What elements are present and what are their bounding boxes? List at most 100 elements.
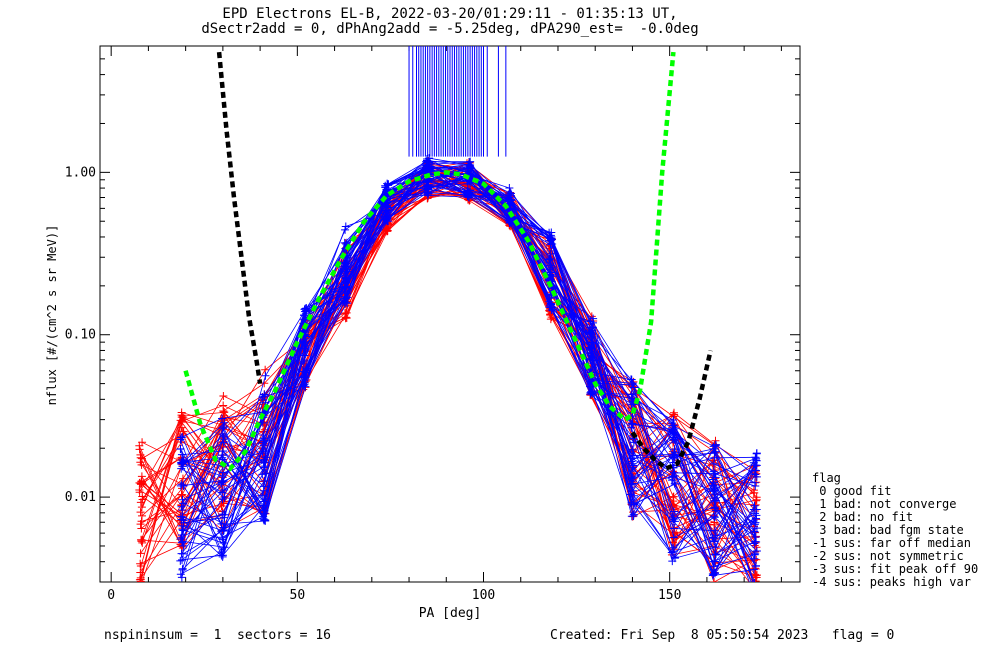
red-data-point [383,226,392,235]
blue-data-point [504,190,513,199]
blue-data-point [587,354,596,363]
legend-item: flag [812,471,841,485]
blue-data-point [218,533,227,542]
blue-data-point [179,541,188,550]
red-data-point [177,413,186,422]
blue-data-point [628,419,637,428]
blue-data-point [300,351,309,360]
blue-data-point [176,481,185,490]
blue-data-point [749,565,758,574]
blue-data-point [178,505,187,514]
red-data-point [137,460,146,469]
blue-data-point [751,509,760,518]
black-fit-curve [630,350,713,472]
blue-data-point [176,512,185,521]
blue-data-point [384,180,393,189]
blue-data-point [464,167,473,176]
blue-data-point [711,447,720,456]
blue-data-point [587,344,596,353]
blue-data-point [220,493,229,502]
red-data-point [754,581,756,582]
blue-data-point [586,355,595,364]
blue-data-point [752,456,761,465]
red-data-point [670,528,679,537]
red-data-point [137,472,146,481]
chart-title-line2: dSectr2add = 0, dPhAng2add = -5.25deg, d… [201,21,699,37]
blue-data-point [629,438,638,447]
red-series-line [140,193,756,567]
blue-data-point [177,573,186,582]
blue-data-point [547,228,556,237]
blue-data-point [300,371,309,380]
blue-data-point [424,176,433,185]
y-tick-label: 0.01 [65,490,96,505]
blue-data-point [546,303,555,312]
red-data-point [138,492,147,501]
red-data-point [136,508,145,517]
blue-data-point [260,390,269,399]
blue-data-point [753,588,761,596]
blue-data-point [178,433,187,442]
blue-data-point [178,495,187,504]
blue-series-line [180,172,750,582]
blue-data-point [710,513,719,522]
blue-data-point [219,526,228,535]
blue-data-point [668,557,677,566]
green-fit-curve [183,51,676,472]
blue-data-point [629,486,638,495]
blue-data-point [586,329,595,338]
blue-data-point [505,189,514,198]
blue-data-point [179,518,188,527]
blue-data-point [752,524,761,533]
blue-data-point [505,195,514,204]
footer-created: Created: Fri Sep 8 05:50:54 2023 flag = … [550,628,895,643]
blue-data-point [669,415,678,424]
blue-data-point [383,179,392,188]
y-tick-label: 1.00 [65,165,96,180]
blue-data-point [220,513,229,522]
blue-data-point [627,390,636,399]
red-data-point [750,488,759,497]
red-series-line [141,164,757,564]
blue-data-point [669,543,678,552]
blue-data-point [465,189,474,198]
y-tick-label: 0.10 [65,328,96,343]
blue-data-point [667,548,676,557]
red-data-point [751,584,759,592]
blue-data-point [709,557,718,566]
blue-data-point [750,539,759,548]
blue-data-point [668,435,677,444]
blue-data-point [630,499,639,508]
blue-data-point [301,373,310,382]
blue-data-point [546,240,555,249]
chart-title-line1: EPD Electrons EL-B, 2022-03-20/01:29:11 … [222,6,678,22]
blue-data-point [750,478,759,487]
red-data-point [751,496,760,505]
blue-data-point [754,578,756,582]
blue-data-point [711,440,720,449]
blue-data-point [669,533,678,542]
blue-data-point [710,490,719,499]
blue-data-point [177,531,186,540]
blue-data-point [710,494,719,503]
blue-data-point [589,314,598,323]
blue-data-point [751,587,759,595]
blue-data-point [177,459,186,468]
blue-data-point [382,210,391,219]
blue-data-point [218,472,227,481]
blue-data-point [260,495,269,504]
blue-data-point [709,478,718,487]
blue-data-point [751,584,759,592]
blue-data-point [710,503,719,512]
blue-data-point [627,423,636,432]
blue-data-point [711,542,720,551]
red-data-point [342,308,351,317]
red-data-point [752,573,761,582]
blue-data-point [709,467,718,476]
red-data-point [135,488,144,497]
red-data-point [136,520,145,529]
legend-item: 3 bad: bad fgm state [812,523,964,537]
red-data-point [136,549,145,558]
blue-data-point [177,538,186,547]
